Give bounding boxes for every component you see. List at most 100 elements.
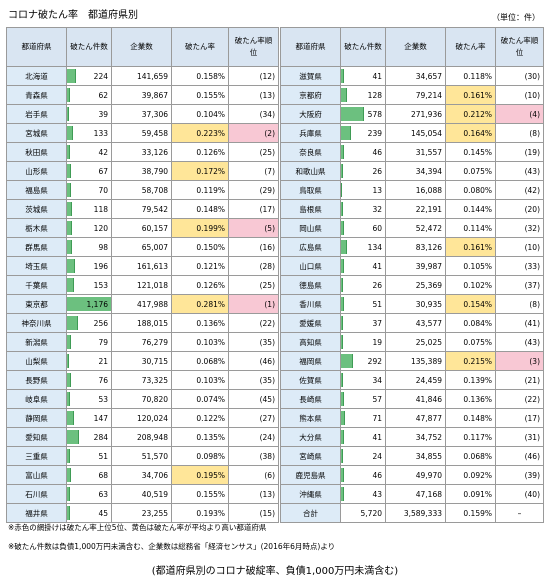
prefecture-cell: 石川県 xyxy=(6,484,67,504)
bankruptcy-count-cell: 45 xyxy=(66,503,112,523)
rate-cell: 0.098% xyxy=(171,446,229,466)
table-row: 宮崎県 24 34,855 0.068% (46) xyxy=(280,446,544,466)
count-bar xyxy=(67,221,73,235)
bankruptcy-count-cell: 68 xyxy=(66,465,112,485)
table-row: 大分県 41 34,752 0.117% (31) xyxy=(280,427,544,447)
table-row: 東京都 1,176 417,988 0.281% (1) xyxy=(6,294,279,314)
rate-cell: 0.103% xyxy=(171,370,229,390)
companies-cell: 83,126 xyxy=(385,237,446,257)
rate-cell: 0.126% xyxy=(171,142,229,162)
prefecture-cell: 高知県 xyxy=(280,332,341,352)
bankruptcy-count-cell: 239 xyxy=(340,123,386,143)
rank-cell: (6) xyxy=(228,465,279,485)
rate-cell: 0.193% xyxy=(171,503,229,523)
rank-cell: (34) xyxy=(228,104,279,124)
prefecture-cell: 長崎県 xyxy=(280,389,341,409)
table-row: 愛知県 284 208,948 0.135% (24) xyxy=(6,427,279,447)
count-value: 134 xyxy=(367,242,382,252)
count-bar xyxy=(341,202,344,216)
bankruptcy-count-cell: 196 xyxy=(66,256,112,276)
rank-cell: (46) xyxy=(228,351,279,371)
rank-cell: (17) xyxy=(228,199,279,219)
count-bar xyxy=(341,411,345,425)
companies-cell: 34,706 xyxy=(111,465,172,485)
rate-cell: 0.084% xyxy=(445,313,496,333)
bankruptcy-count-cell: 70 xyxy=(66,180,112,200)
rank-cell: (25) xyxy=(228,275,279,295)
bankruptcy-count-cell: 46 xyxy=(340,142,386,162)
table-row: 福井県 45 23,255 0.193% (15) xyxy=(6,503,279,523)
count-value: 1,176 xyxy=(86,299,108,309)
rate-cell: 0.161% xyxy=(445,237,496,257)
rate-cell: 0.212% xyxy=(445,104,496,124)
count-value: 256 xyxy=(93,318,108,328)
companies-cell: 22,191 xyxy=(385,199,446,219)
rank-cell: (25) xyxy=(228,142,279,162)
count-value: 224 xyxy=(93,71,108,81)
bankruptcy-count-cell: 32 xyxy=(340,199,386,219)
bankruptcy-count-cell: 34 xyxy=(340,370,386,390)
bankruptcy-count-cell: 284 xyxy=(66,427,112,447)
count-bar xyxy=(341,335,343,349)
table-row: 熊本県 71 47,877 0.148% (17) xyxy=(280,408,544,428)
table-row: 福島県 70 58,708 0.119% (29) xyxy=(6,180,279,200)
left-header-row: 都道府県 破たん件数 企業数 破たん率 破たん率順位 xyxy=(6,27,279,67)
count-value: 147 xyxy=(93,413,108,423)
prefecture-cell: 宮崎県 xyxy=(280,446,341,466)
table-row: 広島県 134 83,126 0.161% (10) xyxy=(280,237,544,257)
count-bar xyxy=(341,145,344,159)
count-value: 79 xyxy=(98,337,108,347)
bankruptcy-count-cell: 41 xyxy=(340,256,386,276)
prefecture-cell: 秋田県 xyxy=(6,142,67,162)
count-bar xyxy=(341,278,343,292)
count-value: 133 xyxy=(93,128,108,138)
bankruptcy-count-cell: 26 xyxy=(340,161,386,181)
bankruptcy-count-cell: 71 xyxy=(340,408,386,428)
count-value: 19 xyxy=(372,337,382,347)
count-value: 26 xyxy=(372,166,382,176)
companies-cell: 60,157 xyxy=(111,218,172,238)
companies-cell: 39,867 xyxy=(111,85,172,105)
count-bar xyxy=(67,278,74,292)
count-bar xyxy=(67,164,71,178)
count-value: 21 xyxy=(98,356,108,366)
companies-cell: 33,126 xyxy=(111,142,172,162)
companies-cell: 51,570 xyxy=(111,446,172,466)
table-row: 埼玉県 196 161,613 0.121% (28) xyxy=(6,256,279,276)
count-bar xyxy=(67,487,71,501)
rate-cell: 0.154% xyxy=(445,294,496,314)
companies-cell: 34,752 xyxy=(385,427,446,447)
rank-cell: (5) xyxy=(228,218,279,238)
companies-cell: 41,846 xyxy=(385,389,446,409)
rate-cell: 0.091% xyxy=(445,484,496,504)
table-row: 山口県 41 39,987 0.105% (33) xyxy=(280,256,544,276)
bankruptcy-count-cell: 67 xyxy=(66,161,112,181)
prefecture-cell: 山梨県 xyxy=(6,351,67,371)
prefecture-cell: 宮城県 xyxy=(6,123,67,143)
count-value: 120 xyxy=(93,223,108,233)
count-value: 41 xyxy=(372,71,382,81)
prefecture-cell: 大阪府 xyxy=(280,104,341,124)
companies-cell: 79,542 xyxy=(111,199,172,219)
count-value: 46 xyxy=(372,470,382,480)
count-value: 153 xyxy=(93,280,108,290)
table-row: 佐賀県 34 24,459 0.139% (21) xyxy=(280,370,544,390)
count-bar xyxy=(341,392,345,406)
prefecture-cell: 山形県 xyxy=(6,161,67,181)
count-value: 128 xyxy=(367,90,382,100)
companies-cell: 417,988 xyxy=(111,294,172,314)
table-row: 高知県 19 25,025 0.075% (43) xyxy=(280,332,544,352)
table-row: 滋賀県 41 34,657 0.118% (30) xyxy=(280,66,544,86)
count-bar xyxy=(341,430,344,444)
page-title: コロナ破たん率 都道府県別 xyxy=(8,10,138,21)
companies-cell: 37,306 xyxy=(111,104,172,124)
count-value: 284 xyxy=(93,432,108,442)
rank-cell: (8) xyxy=(495,294,544,314)
rate-cell: 0.075% xyxy=(445,161,496,181)
count-bar xyxy=(341,69,344,83)
header-rate: 破たん率 xyxy=(171,27,229,67)
bankruptcy-count-cell: 76 xyxy=(66,370,112,390)
prefecture-cell: 富山県 xyxy=(6,465,67,485)
rate-cell: 0.117% xyxy=(445,427,496,447)
count-value: 45 xyxy=(98,508,108,518)
